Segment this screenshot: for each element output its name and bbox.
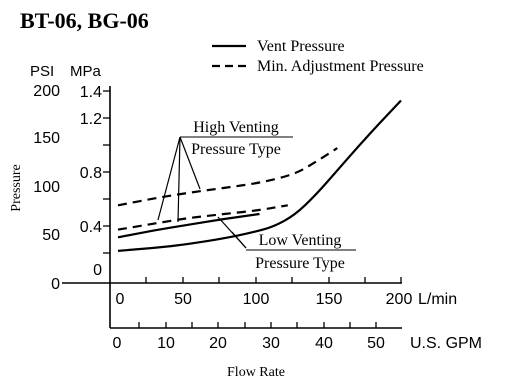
- mpa-tick-label: 0: [93, 262, 102, 279]
- annotation-high-pointer: [179, 136, 201, 190]
- psi-tick-label: 150: [33, 130, 60, 147]
- annotation-low-pointer: [231, 231, 247, 249]
- gpm-tick-label: 40: [315, 335, 333, 352]
- legend: Vent Pressure Min. Adjustment Pressure: [212, 38, 424, 75]
- lpm-tick-label: 50: [174, 291, 192, 308]
- annotation-low-line1: Low Venting: [259, 232, 342, 249]
- psi-tick-label: 200: [33, 83, 60, 100]
- right-axis-unit: MPa: [70, 63, 102, 80]
- annotation-high-venting: High Venting Pressure Type: [157, 119, 293, 223]
- gpm-tick-label: 20: [209, 335, 227, 352]
- y-axis-title: Pressure: [9, 164, 24, 211]
- psi-tick-label: 50: [42, 227, 60, 244]
- annotation-high-line2: Pressure Type: [191, 141, 281, 158]
- annotation-high-pointer: [177, 136, 181, 223]
- mpa-tick-label: 0.8: [80, 165, 102, 182]
- annotation-high-line1: High Venting: [193, 119, 278, 136]
- gpm-unit-label: U.S. GPM: [410, 335, 482, 352]
- annotation-low-venting: Low Venting Pressure Type: [217, 216, 356, 272]
- mpa-tick-label: 1.4: [80, 84, 102, 101]
- x2-ticks: [138, 322, 377, 328]
- annotation-low-line2: Pressure Type: [255, 255, 345, 272]
- lpm-tick-label: 0: [116, 291, 125, 308]
- lpm-tick-labels: 0 50 100 150 200: [116, 291, 413, 308]
- lpm-tick-label: 150: [316, 291, 343, 308]
- mpa-tick-label: 0.4: [80, 219, 102, 236]
- gpm-tick-label: 30: [262, 335, 280, 352]
- lpm-tick-label: 100: [243, 291, 270, 308]
- legend-vent-pressure-label: Vent Pressure: [257, 38, 345, 55]
- x-axis-title: Flow Rate: [227, 365, 285, 380]
- vent-pressure-line-0: [117, 99, 402, 252]
- min-adjustment-pressure-line-3: [117, 147, 338, 207]
- left-axis-unit: PSI: [30, 63, 54, 80]
- legend-min-adjustment-label: Min. Adjustment Pressure: [257, 58, 424, 75]
- gpm-tick-label: 50: [367, 335, 385, 352]
- gpm-tick-label: 10: [157, 335, 175, 352]
- x-ticks: [145, 277, 402, 283]
- psi-tick-label: 0: [51, 276, 60, 293]
- psi-tick-labels: 200 150 100 50 0: [33, 83, 60, 293]
- gpm-tick-label: 0: [113, 335, 122, 352]
- lpm-unit-label: L/min: [418, 291, 457, 308]
- gpm-tick-labels: 0 10 20 30 40 50: [113, 335, 385, 352]
- psi-tick-label: 100: [33, 179, 60, 196]
- chart-title: BT-06, BG-06: [20, 8, 149, 33]
- lpm-tick-label: 200: [386, 291, 413, 308]
- annotation-high-pointer: [157, 136, 181, 221]
- mpa-tick-labels: 1.4 1.2 0.8 0.4 0: [80, 84, 102, 279]
- y-ticks: [103, 90, 110, 254]
- mpa-tick-label: 1.2: [80, 111, 102, 128]
- min-adjustment-pressure-line-2: [117, 204, 288, 231]
